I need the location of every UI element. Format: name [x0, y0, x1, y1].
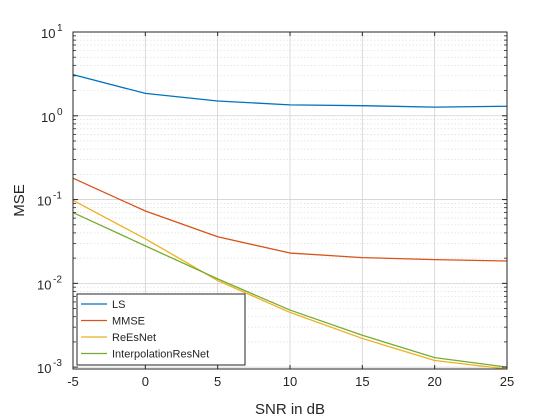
- x-tick-label: 5: [214, 374, 221, 389]
- y-tick-label: 10: [37, 361, 51, 376]
- series-line-reesnet: [72, 199, 508, 370]
- legend-entry: InterpolationResNet: [112, 349, 209, 361]
- legend: LS MMSE ReEsNet InterpolationResNet: [76, 293, 246, 366]
- y-tick-exponent: 0: [57, 107, 63, 118]
- series-lines: [72, 73, 508, 370]
- y-tick-exponent: -3: [53, 358, 62, 369]
- legend-entry: LS: [112, 299, 125, 311]
- x-tick-label: 20: [427, 374, 441, 389]
- y-axis-label: MSE: [11, 184, 28, 217]
- y-tick-label: 10: [41, 26, 55, 41]
- y-tick-exponent: -2: [53, 274, 62, 285]
- x-tick-label: 15: [355, 374, 369, 389]
- legend-entry: ReEsNet: [112, 332, 156, 344]
- y-tick-label: 10: [37, 277, 51, 292]
- x-tick-label: 0: [142, 374, 149, 389]
- x-tick-label: 25: [500, 374, 514, 389]
- x-ticks: -5 0 5 10 15 20 25: [67, 32, 514, 389]
- series-line-ls: [72, 73, 508, 108]
- series-line-mmse: [72, 177, 508, 262]
- series-line-interpolationresnet: [72, 211, 508, 368]
- y-tick-label: 10: [41, 110, 55, 125]
- y-tick-exponent: 1: [57, 23, 63, 34]
- x-tick-label: 10: [283, 374, 297, 389]
- y-tick-exponent: -1: [53, 191, 62, 202]
- y-tick-label: 10: [37, 194, 51, 209]
- x-tick-label: -5: [67, 374, 79, 389]
- x-axis-label: SNR in dB: [255, 401, 325, 418]
- legend-entry: MMSE: [112, 316, 145, 328]
